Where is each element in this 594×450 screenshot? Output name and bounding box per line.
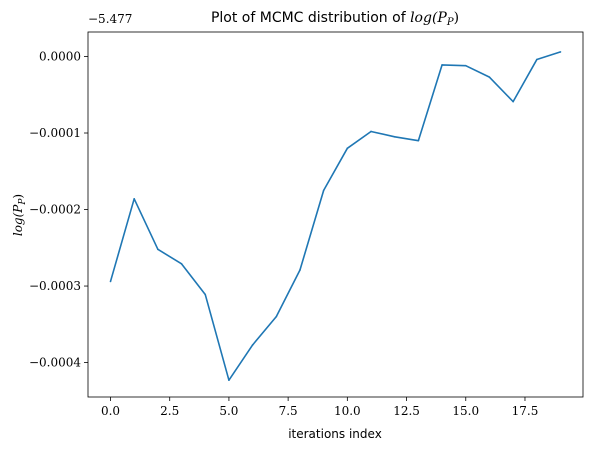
y-tick-label: −0.0003 xyxy=(29,279,81,293)
data-point xyxy=(180,263,183,265)
y-offset-label: −5.477 xyxy=(88,12,132,26)
data-point xyxy=(157,248,159,251)
chart-title-math-close: ) xyxy=(454,10,459,26)
data-point xyxy=(109,280,112,283)
y-tick-label: 0.0000 xyxy=(39,49,81,63)
data-point xyxy=(322,189,325,192)
data-point xyxy=(133,198,135,200)
x-tick-label: 17.5 xyxy=(512,404,539,418)
data-point xyxy=(275,315,278,318)
chart-title-math-sub: P xyxy=(446,17,454,28)
x-tick-label: 12.5 xyxy=(393,404,420,418)
data-point xyxy=(512,100,514,103)
data-point xyxy=(346,147,349,150)
series-line xyxy=(109,51,561,381)
data-point xyxy=(299,269,301,271)
chart-title-math: log(P xyxy=(410,10,447,26)
data-point xyxy=(559,51,562,53)
y-tick-label: −0.0002 xyxy=(29,203,81,217)
data-point xyxy=(464,64,467,67)
y-axis-title: log(PP) xyxy=(11,194,28,236)
x-tick-label: 10.0 xyxy=(334,404,361,418)
plot-area: 0.0 2.5 5.0 7.5 10.0 12.5 15.0 17.5 0.0000 −0.000… xyxy=(29,49,562,418)
x-axis-title: iterations index xyxy=(288,427,382,441)
x-tick-label: 7.5 xyxy=(279,404,298,418)
chart-title: Plot of MCMC distribution of log(PP) xyxy=(211,10,459,28)
y-axis-title-sub: P xyxy=(18,198,28,206)
y-tick-label: −0.0001 xyxy=(29,126,81,140)
data-point xyxy=(488,76,491,78)
x-tick-label: 15.0 xyxy=(452,404,479,418)
x-tick-label: 0.0 xyxy=(101,404,120,418)
y-axis-title-main: log(P xyxy=(11,204,25,236)
data-point xyxy=(228,379,230,381)
y-tick-label: −0.0004 xyxy=(29,356,81,370)
data-point xyxy=(536,58,538,61)
data-point xyxy=(251,344,254,346)
x-tick-label: 2.5 xyxy=(160,404,179,418)
data-point xyxy=(204,293,207,296)
y-axis-title-close: ) xyxy=(11,194,25,199)
data-point xyxy=(370,130,372,133)
data-point xyxy=(393,136,396,138)
data-point xyxy=(441,64,443,66)
data-point xyxy=(417,139,420,142)
chart-title-text: Plot of MCMC distribution of xyxy=(211,10,410,26)
x-tick-label: 5.0 xyxy=(219,404,238,418)
plot-frame xyxy=(87,31,584,398)
